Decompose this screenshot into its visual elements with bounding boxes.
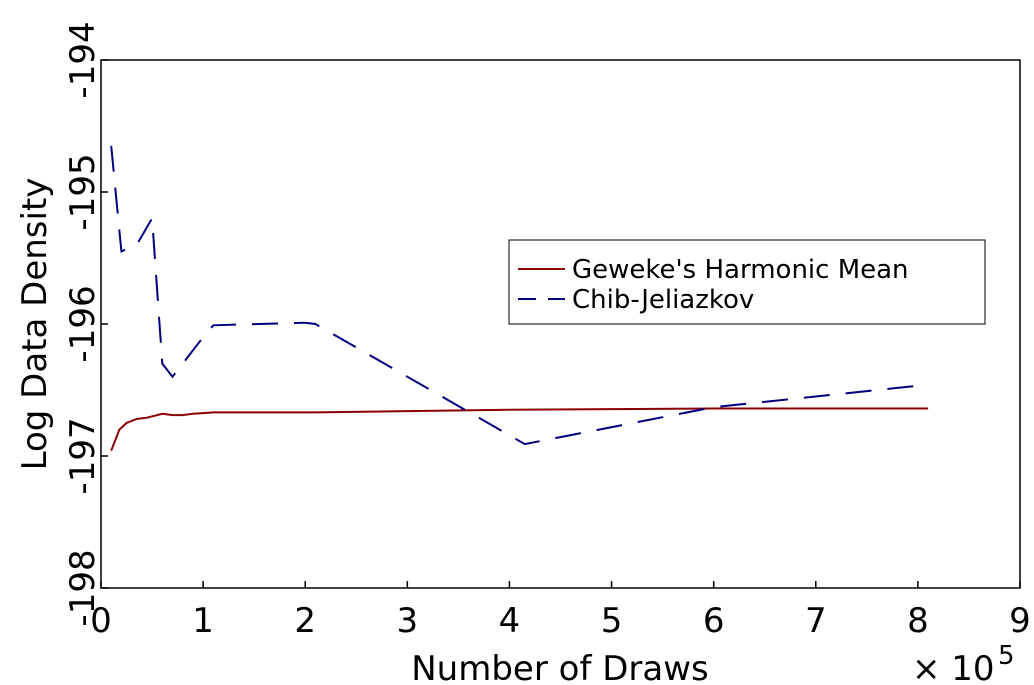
x-tick-label: 1 bbox=[192, 601, 214, 641]
x-tick-label: 8 bbox=[907, 601, 929, 641]
x-tick-label: 5 bbox=[601, 601, 623, 641]
y-tick-label: -197 bbox=[63, 417, 103, 494]
x-tick-label: 7 bbox=[805, 601, 827, 641]
series-lines bbox=[110, 145, 929, 452]
x-tick-label: 0 bbox=[90, 601, 112, 641]
legend: Geweke's Harmonic Mean Chib-Jeliazkov bbox=[508, 239, 986, 325]
x-tick-label: 4 bbox=[499, 601, 521, 641]
x-axis-multiplier: × 10 bbox=[912, 649, 995, 685]
y-axis-ticks: -198 -197 -196 -195 -194 bbox=[63, 21, 108, 627]
y-tick-label: -194 bbox=[63, 21, 103, 98]
x-tick-label: 6 bbox=[703, 601, 725, 641]
y-axis-label: Log Data Density bbox=[15, 178, 55, 471]
x-tick-label: 2 bbox=[294, 601, 316, 641]
y-tick-label: -196 bbox=[63, 285, 103, 362]
series-line-geweke bbox=[110, 407, 929, 452]
y-tick-label: -198 bbox=[63, 549, 103, 626]
x-tick-label: 3 bbox=[397, 601, 419, 641]
x-axis-multiplier-exponent: 5 bbox=[998, 641, 1015, 671]
x-tick-label: 9 bbox=[1009, 601, 1031, 641]
legend-label-chib: Chib-Jeliazkov bbox=[572, 285, 754, 315]
x-axis-ticks: 0 1 2 3 4 5 6 7 8 9 bbox=[90, 581, 1031, 641]
legend-box bbox=[508, 239, 986, 325]
y-tick-label: -195 bbox=[63, 153, 103, 230]
series-line-chib-jeliazkov bbox=[110, 145, 929, 446]
legend-label-geweke: Geweke's Harmonic Mean bbox=[572, 255, 909, 285]
x-axis-label: Number of Draws bbox=[411, 649, 708, 685]
